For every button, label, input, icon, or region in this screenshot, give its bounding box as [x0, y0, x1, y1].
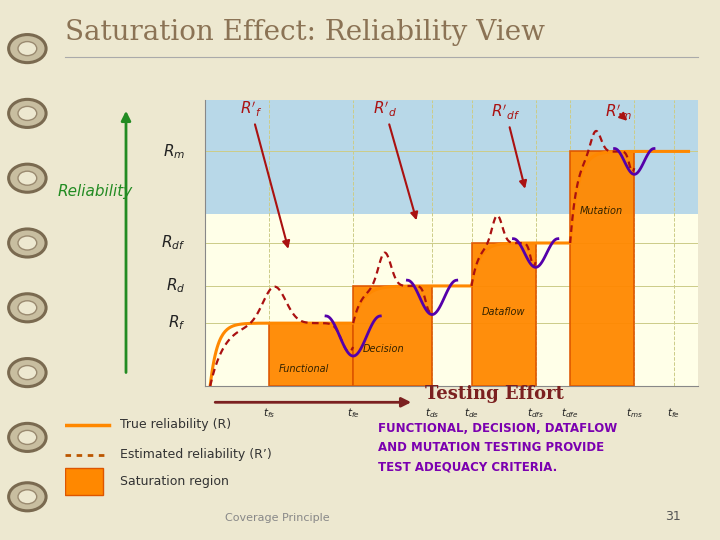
Bar: [570, 151, 634, 386]
Text: $t_{ms}$: $t_{ms}$: [626, 406, 643, 420]
Text: Mutation: Mutation: [580, 206, 623, 217]
Text: $R_m$: $R_m$: [163, 142, 186, 161]
Text: Saturation Effect: Reliability View: Saturation Effect: Reliability View: [65, 19, 545, 46]
Bar: [205, 214, 698, 386]
Text: Functional: Functional: [279, 364, 330, 374]
Text: Coverage Principle: Coverage Principle: [225, 512, 330, 523]
Text: $t_{dfs}$: $t_{dfs}$: [527, 406, 544, 420]
Text: FUNCTIONAL, DECISION, DATAFLOW
AND MUTATION TESTING PROVIDE
TEST ADEQUACY CRITER: FUNCTIONAL, DECISION, DATAFLOW AND MUTAT…: [378, 422, 617, 473]
Text: $R'_{df}$: $R'_{df}$: [491, 103, 526, 186]
Text: Testing Effort: Testing Effort: [425, 385, 564, 403]
Text: $t_{fs}$: $t_{fs}$: [264, 406, 276, 420]
Text: $R_f$: $R_f$: [168, 314, 186, 333]
Bar: [205, 85, 698, 214]
Text: $R'_f$: $R'_f$: [240, 99, 289, 247]
Text: $t_{fe}$: $t_{fe}$: [667, 406, 680, 420]
Bar: [269, 323, 353, 386]
Text: $t_{fe}$: $t_{fe}$: [347, 406, 359, 420]
Text: Dataflow: Dataflow: [482, 307, 525, 316]
Text: Reliability: Reliability: [58, 184, 133, 199]
Bar: [472, 243, 536, 386]
Text: $t_{ds}$: $t_{ds}$: [425, 406, 439, 420]
Text: Estimated reliability (R’): Estimated reliability (R’): [120, 448, 271, 462]
Text: Decision: Decision: [363, 344, 405, 354]
Bar: [65, 468, 103, 495]
Text: Saturation region: Saturation region: [120, 475, 228, 488]
Text: True reliability (R): True reliability (R): [120, 418, 230, 431]
Text: $R'_m$: $R'_m$: [605, 103, 631, 122]
Text: 31: 31: [665, 510, 681, 523]
Text: $R_d$: $R_d$: [166, 276, 186, 295]
Bar: [353, 286, 432, 386]
Text: $R'_d$: $R'_d$: [373, 99, 417, 218]
Text: $R_{df}$: $R_{df}$: [161, 234, 186, 252]
Text: $t_{de}$: $t_{de}$: [464, 406, 479, 420]
Text: $t_{dfe}$: $t_{dfe}$: [562, 406, 579, 420]
